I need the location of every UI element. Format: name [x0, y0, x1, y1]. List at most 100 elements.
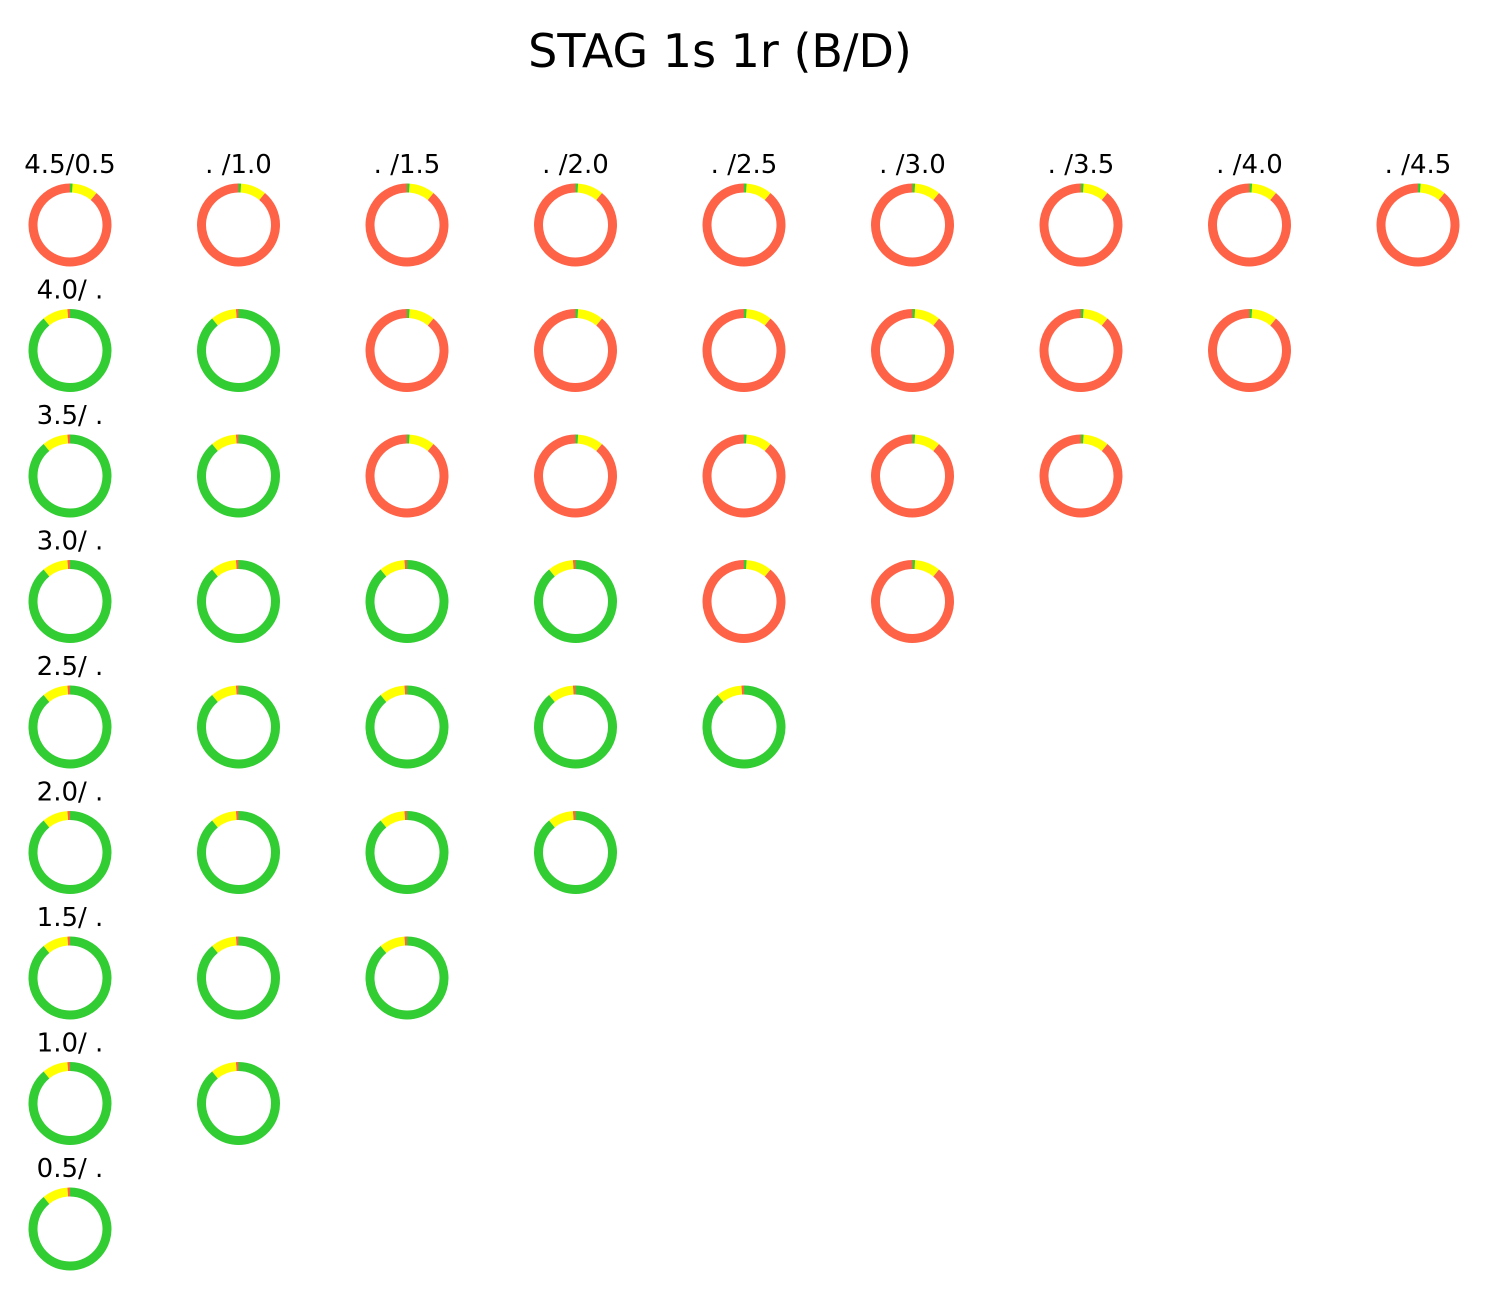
donut-cell-r0-c5: . /3.0 [871, 150, 954, 267]
donut-segment-yellow [745, 434, 771, 452]
donut-segment-green [702, 685, 786, 769]
donut-cell-r4-c3 [534, 685, 617, 769]
donut-segment-yellow [745, 309, 771, 326]
donut-segment-yellow [43, 811, 69, 828]
donut-segment-yellow [43, 936, 69, 954]
donut-cell-r5-c1 [197, 811, 280, 894]
donut-segment-green [197, 685, 280, 769]
donut-cell-label: . /4.5 [1385, 150, 1452, 180]
donut-cell-r4-c0: 2.5/ . [28, 652, 112, 769]
donut-segment-yellow [212, 811, 237, 828]
donut-segment-yellow [43, 434, 69, 452]
donut-segment-yellow [577, 183, 602, 201]
donut-segment-yellow [212, 685, 237, 703]
donut-cell-r4-c4 [702, 685, 786, 769]
donut-cell-label: . /2.5 [711, 150, 778, 180]
donut-cell-label: 3.0/ . [37, 527, 104, 557]
donut-cell-label: . /1.0 [205, 150, 272, 180]
donut-cell-label: . /3.0 [879, 150, 946, 180]
donut-cell-r3-c2 [365, 560, 449, 643]
donut-cell-r1-c6 [1039, 309, 1123, 392]
donut-segment-green [534, 560, 617, 643]
donut-cell-r5-c3 [534, 811, 617, 894]
donut-cell-label: 4.0/ . [37, 276, 104, 306]
donut-segment-yellow [408, 309, 434, 326]
donut-segment-yellow [577, 309, 602, 326]
donut-segment-yellow [549, 811, 574, 828]
donut-segment-yellow [43, 1062, 69, 1079]
donut-segment-green [365, 936, 449, 1020]
donut-cell-label: . /3.5 [1048, 150, 1115, 180]
donut-cell-r1-c1 [197, 309, 280, 392]
donut-cell-r3-c5 [871, 560, 954, 643]
donut-segment-yellow [212, 1062, 237, 1079]
donut-segment-yellow [1082, 434, 1108, 452]
donut-segment-yellow [212, 560, 237, 577]
donut-segment-red [1039, 434, 1123, 518]
donut-segment-green [197, 560, 280, 643]
donut-cell-r2-c6 [1039, 434, 1123, 518]
donut-cell-r3-c1 [197, 560, 280, 643]
donut-segment-green [28, 434, 112, 518]
donut-segment-yellow [380, 685, 406, 703]
donut-segment-yellow [380, 936, 406, 954]
donut-segment-red [365, 183, 449, 267]
donut-segment-red [197, 183, 280, 267]
donut-segment-green [365, 685, 449, 769]
donut-segment-green [28, 936, 112, 1020]
donut-segment-green [197, 309, 280, 392]
donut-segment-yellow [745, 183, 771, 201]
donut-cell-r2-c0: 3.5/ . [28, 401, 112, 518]
donut-cell-r1-c4 [702, 309, 786, 392]
donut-segment-red [534, 434, 617, 518]
donut-cell-r7-c1 [197, 1062, 280, 1145]
donut-segment-green [197, 434, 280, 518]
donut-cell-label: 2.5/ . [37, 652, 104, 682]
donut-cell-r5-c0: 2.0/ . [28, 778, 112, 894]
donut-segment-yellow [914, 434, 939, 452]
donut-segment-yellow [212, 936, 237, 954]
donut-segment-green [28, 1062, 112, 1145]
donut-segment-red [365, 434, 449, 518]
donut-cell-r3-c0: 3.0/ . [28, 527, 112, 643]
donut-segment-yellow [43, 309, 69, 326]
donut-cell-r0-c1: . /1.0 [197, 150, 280, 267]
donut-segment-green [28, 1187, 112, 1271]
donut-segment-green [197, 1062, 280, 1145]
donut-cell-r1-c0: 4.0/ . [28, 276, 112, 392]
donut-segment-yellow [1082, 183, 1108, 201]
chart-title: STAG 1s 1r (B/D) [528, 24, 912, 78]
donut-cell-r5-c2 [365, 811, 449, 894]
donut-cell-r0-c6: . /3.5 [1039, 150, 1123, 267]
donut-segment-yellow [914, 183, 939, 201]
donut-cell-r2-c5 [871, 434, 954, 518]
donut-segment-yellow [577, 434, 602, 452]
donut-segment-green [365, 560, 449, 643]
donut-cell-r4-c2 [365, 685, 449, 769]
donut-segment-green [197, 811, 280, 894]
donut-cell-label: 1.0/ . [37, 1029, 104, 1059]
donut-cell-r2-c4 [702, 434, 786, 518]
donut-cell-r0-c7: . /4.0 [1208, 150, 1291, 267]
donut-cell-r3-c4 [702, 560, 786, 643]
donut-segment-yellow [745, 560, 771, 577]
donut-segment-yellow [1251, 309, 1276, 326]
donut-cell-r4-c1 [197, 685, 280, 769]
donut-segment-green [197, 936, 280, 1020]
donut-segment-yellow [43, 685, 69, 703]
donut-segment-red [28, 183, 112, 267]
donut-segment-yellow [1251, 183, 1276, 201]
donut-segment-yellow [1082, 309, 1108, 326]
donut-segment-yellow [549, 685, 574, 703]
donut-cell-r2-c3 [534, 434, 617, 518]
donut-segment-yellow [549, 560, 574, 577]
donut-cell-r1-c5 [871, 309, 954, 392]
donut-segment-green [28, 309, 112, 392]
donut-segment-yellow [240, 183, 265, 201]
donut-segment-red [534, 183, 617, 267]
donut-segment-red [534, 309, 617, 392]
donut-segment-red [702, 183, 786, 267]
donut-segment-red [365, 309, 449, 392]
donut-segment-yellow [717, 685, 743, 703]
donut-segment-yellow [212, 434, 237, 452]
